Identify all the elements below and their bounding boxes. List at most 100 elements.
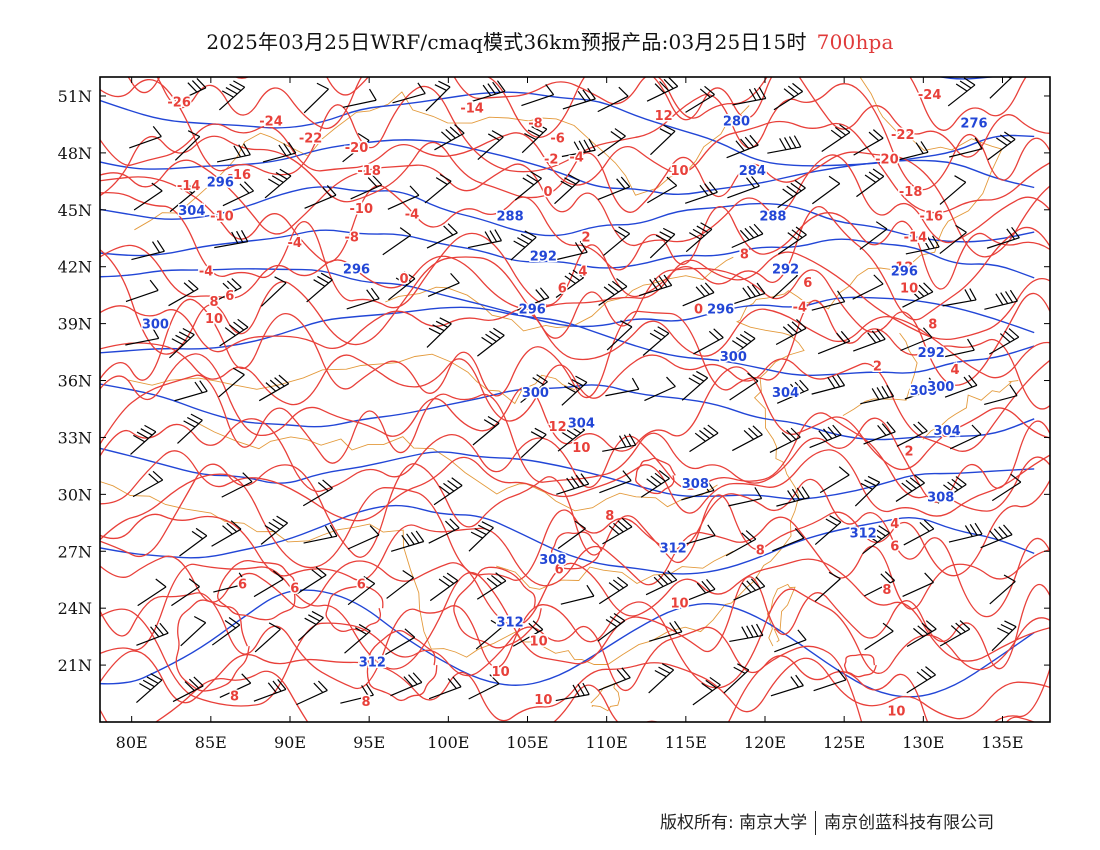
wind-barb bbox=[949, 137, 983, 158]
barb-feather bbox=[513, 240, 526, 248]
barb-feather bbox=[925, 620, 937, 630]
barb-feather bbox=[313, 279, 326, 287]
barb-feather bbox=[913, 627, 924, 638]
barb-shaft bbox=[900, 336, 933, 352]
barb-shaft bbox=[597, 620, 626, 642]
barb-feather bbox=[573, 141, 582, 154]
barb-shaft bbox=[554, 180, 580, 205]
barb-feather bbox=[621, 517, 633, 528]
wind-barb bbox=[219, 318, 249, 347]
barb-feather bbox=[566, 477, 575, 489]
wind-barb bbox=[392, 82, 426, 104]
footer-left: 版权所有: 南京大学 bbox=[660, 813, 808, 833]
geopotential-label: 304 bbox=[772, 386, 799, 401]
barb-feather bbox=[275, 171, 288, 180]
barb-shaft bbox=[767, 146, 801, 154]
wind-barb bbox=[382, 227, 412, 256]
barb-feather bbox=[268, 178, 280, 187]
barb-feather bbox=[873, 274, 884, 285]
barb-feather bbox=[713, 328, 724, 339]
barb-feather bbox=[233, 321, 245, 331]
barb-shaft bbox=[132, 479, 164, 498]
barb-feather bbox=[496, 80, 506, 92]
barb-feather bbox=[354, 627, 367, 635]
barb-shaft bbox=[987, 138, 1016, 161]
barb-feather bbox=[692, 228, 705, 237]
barb-feather bbox=[837, 290, 846, 303]
barb-feather bbox=[794, 381, 805, 393]
barb-feather bbox=[443, 225, 454, 236]
wind-barbs bbox=[125, 77, 1022, 706]
barb-shaft bbox=[468, 240, 502, 249]
geopotential-label: 292 bbox=[772, 263, 799, 278]
wind-barb bbox=[942, 288, 977, 307]
barb-feather bbox=[919, 521, 930, 532]
wind-barb bbox=[948, 522, 983, 543]
barb-shaft bbox=[942, 299, 977, 307]
barb-feather bbox=[447, 678, 457, 689]
geopotential-label: 288 bbox=[497, 209, 524, 224]
wind-barb bbox=[521, 84, 555, 107]
barb-feather bbox=[786, 185, 798, 195]
barb-shaft bbox=[732, 97, 766, 106]
barb-shaft bbox=[647, 185, 678, 204]
barb-shaft bbox=[989, 77, 1013, 99]
barb-feather bbox=[663, 274, 673, 286]
wind-barb bbox=[254, 622, 281, 653]
barb-feather bbox=[785, 385, 796, 397]
barb-feather bbox=[688, 377, 701, 386]
boundary-line bbox=[922, 380, 1019, 440]
barb-feather bbox=[786, 429, 797, 440]
temperature-label: 6 bbox=[890, 540, 899, 555]
barb-shaft bbox=[772, 274, 798, 299]
barb-feather bbox=[435, 177, 448, 185]
geopotential-label: 296 bbox=[519, 302, 546, 317]
barb-feather bbox=[568, 272, 580, 282]
wind-barb bbox=[599, 470, 632, 494]
barb-feather bbox=[577, 90, 587, 103]
barb-feather bbox=[316, 82, 329, 90]
barb-feather bbox=[264, 525, 277, 533]
barb-feather bbox=[659, 231, 672, 239]
temperature-label: 2 bbox=[873, 359, 882, 374]
barb-feather bbox=[532, 377, 544, 386]
barb-feather bbox=[663, 124, 676, 132]
wind-barb bbox=[980, 524, 1013, 549]
barb-feather bbox=[368, 88, 377, 101]
temperature-contour bbox=[100, 563, 1050, 670]
barb-feather bbox=[272, 518, 285, 527]
barb-feather bbox=[320, 272, 333, 281]
wind-barb bbox=[647, 176, 678, 204]
barb-feather bbox=[534, 427, 547, 436]
barb-feather bbox=[649, 332, 662, 341]
barb-feather bbox=[159, 622, 169, 634]
temperature-label: -4 bbox=[288, 236, 302, 251]
barb-feather bbox=[452, 676, 462, 688]
barb-shaft bbox=[984, 300, 1018, 310]
wind-barb bbox=[510, 230, 537, 261]
barb-feather bbox=[366, 289, 375, 301]
wind-barb bbox=[132, 470, 164, 498]
wind-barb bbox=[426, 317, 452, 348]
barb-shaft bbox=[258, 383, 289, 402]
temperature-label: 8 bbox=[928, 318, 937, 333]
barb-shaft bbox=[521, 128, 548, 154]
wind-barb bbox=[429, 572, 459, 602]
wind-barb bbox=[344, 623, 371, 654]
temperature-label: -26 bbox=[167, 96, 191, 111]
wind-barb bbox=[298, 610, 324, 642]
barb-feather bbox=[909, 477, 921, 487]
barb-feather bbox=[918, 284, 929, 295]
barb-feather bbox=[283, 143, 292, 155]
barb-feather bbox=[964, 525, 973, 537]
geopotential-label: 304 bbox=[934, 424, 961, 439]
barb-feather bbox=[486, 577, 498, 587]
wind-barb bbox=[949, 424, 982, 450]
barb-feather bbox=[779, 138, 787, 151]
wind-barb bbox=[853, 129, 884, 156]
barb-feather bbox=[230, 520, 242, 530]
wind-barb bbox=[129, 125, 162, 149]
barb-feather bbox=[870, 531, 882, 540]
wind-barb bbox=[682, 282, 715, 307]
